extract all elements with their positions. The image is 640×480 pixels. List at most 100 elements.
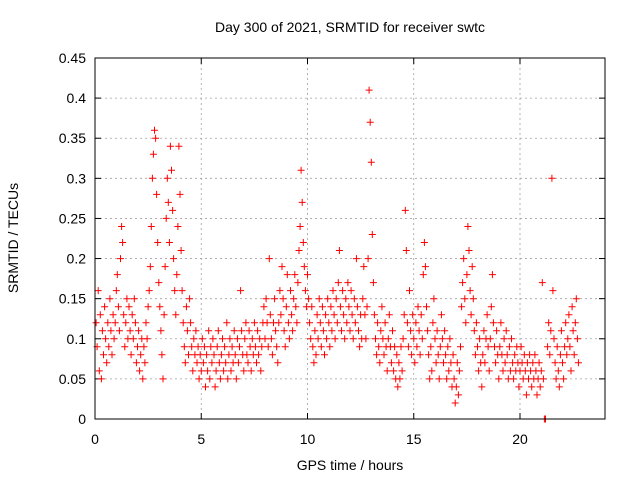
- data-point: [462, 319, 470, 327]
- data-point: [377, 327, 385, 335]
- y-axis-label: SRMTID / TECUs: [5, 183, 21, 293]
- data-point: [427, 343, 435, 351]
- data-point: [147, 223, 155, 230]
- data-point: [136, 367, 144, 375]
- data-point: [122, 319, 130, 327]
- data-point: [356, 343, 364, 351]
- data-point: [304, 271, 311, 279]
- data-point: [311, 327, 319, 335]
- data-point: [349, 335, 357, 343]
- data-point: [310, 359, 318, 367]
- data-point: [361, 311, 369, 319]
- data-point: [364, 255, 372, 263]
- data-point: [135, 327, 143, 335]
- data-point: [551, 359, 559, 367]
- data-point: [107, 327, 115, 335]
- data-point: [253, 359, 260, 367]
- data-point: [240, 367, 248, 375]
- data-point: [431, 335, 439, 343]
- data-point: [233, 335, 241, 343]
- data-point: [511, 351, 519, 359]
- data-point: [411, 359, 419, 367]
- data-point: [435, 375, 443, 383]
- chart-title: Day 300 of 2021, SRMTID for receiver swt…: [215, 19, 485, 35]
- data-point: [333, 319, 341, 327]
- data-point: [186, 295, 194, 303]
- data-point: [228, 343, 236, 351]
- data-point: [213, 343, 221, 351]
- data-point: [421, 263, 429, 271]
- data-point: [217, 351, 225, 359]
- data-point: [261, 335, 269, 343]
- data-point: [170, 255, 178, 263]
- data-point: [508, 335, 515, 343]
- data-point: [221, 343, 229, 351]
- data-point: [360, 263, 368, 271]
- data-point: [273, 343, 281, 351]
- data-point: [106, 295, 114, 303]
- data-point: [452, 383, 460, 391]
- data-point: [212, 367, 220, 375]
- data-point: [244, 359, 252, 367]
- data-point: [222, 359, 230, 367]
- data-point: [480, 327, 488, 335]
- data-point: [255, 351, 263, 359]
- data-point: [306, 319, 314, 327]
- data-point: [127, 351, 135, 359]
- grid-layer: [95, 58, 605, 419]
- data-point: [440, 359, 447, 367]
- data-point: [485, 367, 493, 375]
- data-point: [545, 319, 553, 327]
- data-point: [146, 263, 154, 271]
- data-point: [183, 327, 191, 335]
- data-point: [389, 327, 396, 335]
- data-point: [450, 375, 458, 383]
- data-point: [242, 319, 250, 327]
- data-point: [198, 335, 206, 343]
- data-point: [412, 319, 420, 327]
- data-point: [402, 247, 410, 254]
- data-point: [387, 359, 395, 367]
- data-point: [463, 271, 471, 279]
- data-point: [533, 391, 541, 399]
- data-point: [164, 198, 172, 206]
- data-point: [502, 327, 510, 335]
- data-point: [432, 359, 440, 367]
- data-point: [426, 375, 434, 383]
- data-point: [429, 319, 437, 327]
- data-point: [219, 335, 226, 343]
- tick-layer: 0 0.05 0.1 0.15 0.2 0.25 0.3 0.35 0.4 0.45 0 5 10 15 2…: [59, 50, 605, 447]
- x-tick-label: 15: [406, 431, 422, 447]
- data-point: [342, 295, 350, 303]
- data-point: [200, 343, 208, 351]
- data-point: [131, 319, 139, 327]
- data-point: [395, 359, 403, 367]
- y-tick-label: 0.05: [59, 371, 86, 387]
- data-point: [220, 367, 228, 375]
- data-point: [503, 351, 511, 359]
- data-point: [350, 295, 358, 303]
- data-point: [254, 327, 262, 335]
- data-point: [406, 287, 413, 295]
- data-point: [134, 343, 141, 351]
- x-tick-label: 20: [512, 431, 528, 447]
- data-point: [455, 367, 463, 375]
- data-point: [486, 335, 494, 343]
- data-point: [225, 351, 233, 359]
- data-point: [288, 311, 296, 319]
- data-point: [322, 311, 330, 319]
- data-point: [260, 303, 268, 311]
- data-point: [326, 343, 334, 351]
- data-point: [329, 287, 337, 295]
- data-point: [277, 311, 285, 319]
- data-point: [298, 198, 306, 206]
- data-point: [232, 375, 240, 383]
- data-point: [268, 351, 276, 359]
- data-point: [381, 319, 389, 327]
- data-point: [460, 255, 468, 263]
- data-point: [174, 223, 182, 230]
- data-point: [234, 359, 242, 367]
- data-point: [383, 367, 391, 375]
- data-point: [324, 295, 332, 303]
- data-point: [434, 351, 442, 359]
